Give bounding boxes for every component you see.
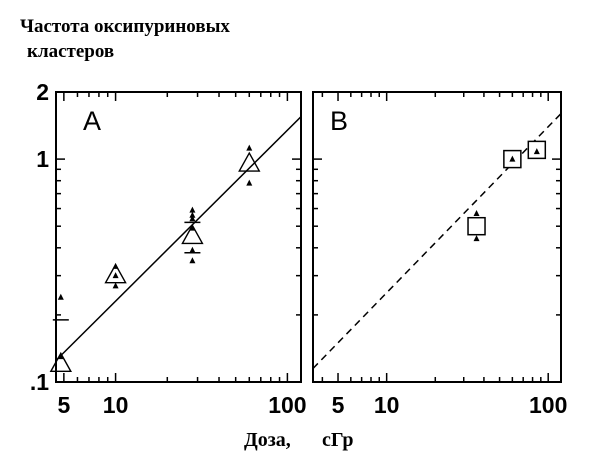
data-point-small-triangle <box>189 224 196 231</box>
x-tick-label: 5 <box>332 392 345 418</box>
data-point-small-triangle <box>189 215 196 222</box>
data-point-small-triangle <box>246 144 253 151</box>
data-point-small-triangle <box>112 272 119 279</box>
data-point-small-triangle <box>57 353 64 360</box>
data-point-small-triangle <box>189 246 196 253</box>
y-tick-label: 2 <box>36 79 49 105</box>
x-tick-label: 100 <box>268 392 306 418</box>
data-point-small-triangle <box>473 210 480 217</box>
plot-frame <box>312 91 562 383</box>
data-point-small-triangle <box>189 206 196 213</box>
panel-label: B <box>330 106 348 136</box>
x-tick-label: 5 <box>57 392 70 418</box>
panel-a: 5 10 100 .1 1 2 A <box>30 79 307 418</box>
data-point-open-square <box>467 216 486 236</box>
data-point-open-triangle <box>181 223 204 245</box>
x-axis-title-unit: сГр <box>322 429 353 451</box>
data-point-small-triangle <box>509 155 516 162</box>
data-point-small-triangle <box>473 235 480 242</box>
data-point-small-triangle <box>189 257 196 264</box>
data-point-open-triangle <box>238 151 261 172</box>
x-tick-label: 10 <box>103 392 129 418</box>
panel-label: A <box>83 106 101 136</box>
fit-line <box>312 113 562 369</box>
plot-frame <box>55 91 302 383</box>
data-point-small-triangle <box>246 179 253 186</box>
y-tick-label: .1 <box>30 369 49 395</box>
x-tick-label: 100 <box>529 392 567 418</box>
x-axis-title-word: Доза, <box>244 429 291 451</box>
y-tick-label: 1 <box>36 146 49 172</box>
data-point-small-triangle <box>533 148 540 155</box>
x-tick-label: 10 <box>374 392 400 418</box>
fit-line <box>55 116 302 361</box>
panel-b: 5 10 100 B <box>312 91 567 418</box>
data-point-small-triangle <box>112 262 119 269</box>
data-point-small-triangle <box>112 282 119 289</box>
y-axis-title-line2: кластеров <box>27 41 114 62</box>
y-axis-title-line1: Частота оксипуриновых <box>20 16 230 37</box>
data-point-small-triangle <box>189 211 196 218</box>
data-point-small-triangle <box>57 293 64 300</box>
data-point-open-triangle <box>49 351 73 373</box>
